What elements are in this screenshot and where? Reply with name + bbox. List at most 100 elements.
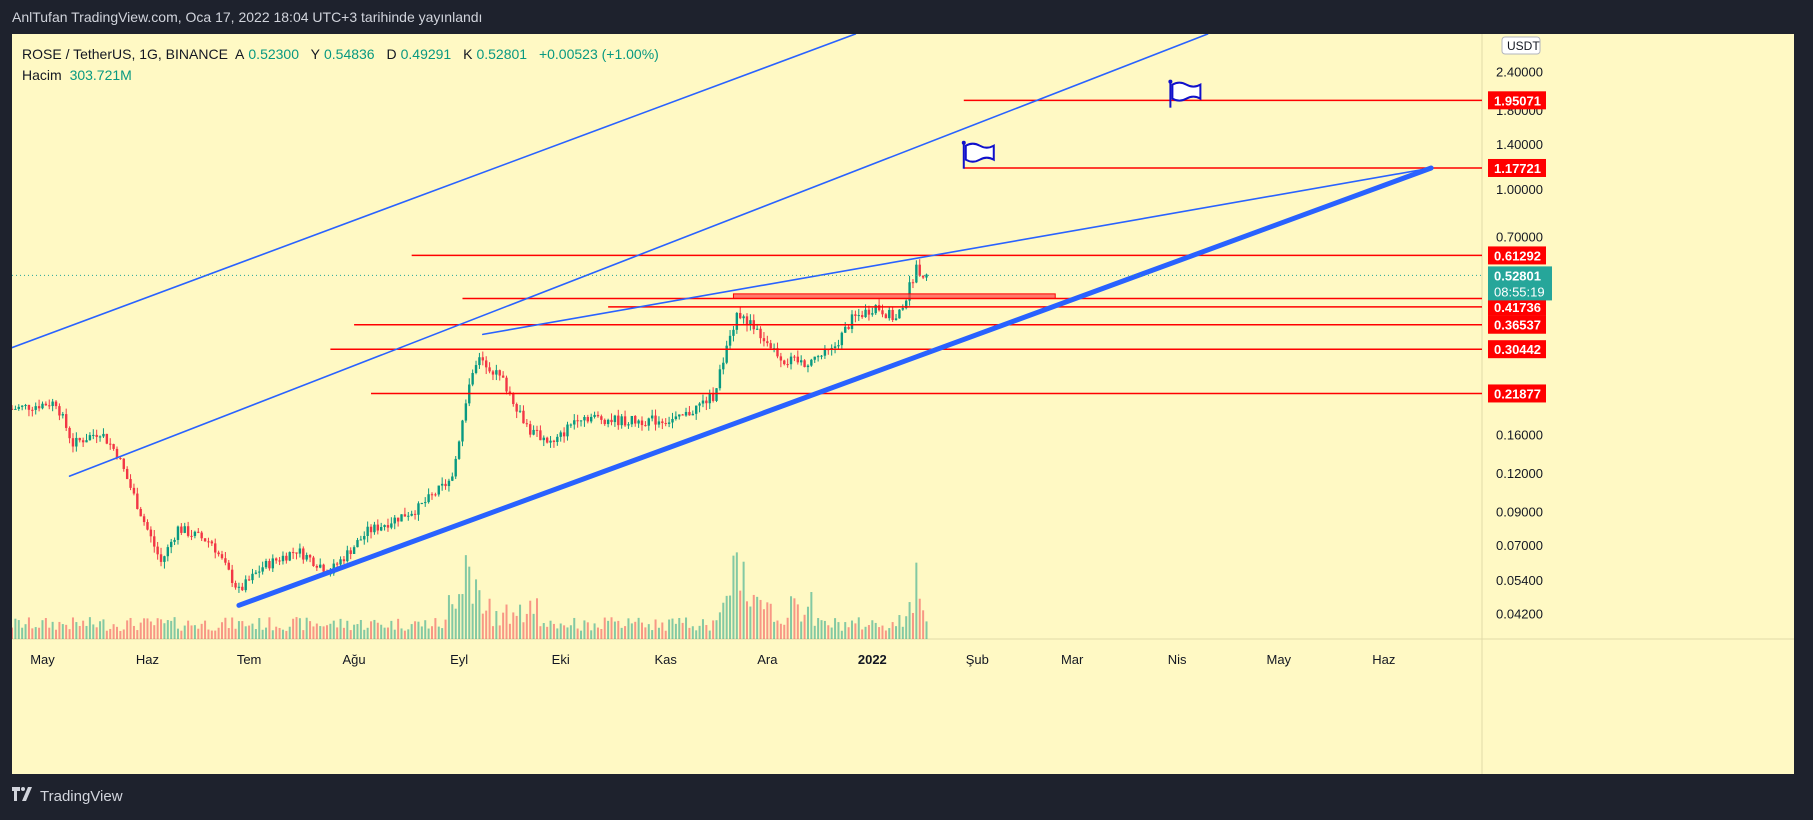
candle-body xyxy=(552,440,556,442)
candle-body xyxy=(888,309,891,319)
volume-bar xyxy=(24,624,27,639)
candle-body xyxy=(671,419,674,423)
candle-body xyxy=(359,539,363,541)
candle-body xyxy=(386,525,390,528)
chart-area[interactable]: 2.40000 1.80000 1.40000 1.00000 0.70000 0.160… xyxy=(12,34,1794,774)
time-tick-label: Kas xyxy=(655,652,678,667)
volume-bar xyxy=(796,604,799,639)
candle-body xyxy=(264,561,268,568)
volume-bar xyxy=(854,623,857,639)
volume-bar xyxy=(752,594,755,639)
volume-bar xyxy=(546,626,549,639)
volume-bar xyxy=(136,630,139,639)
volume-bar xyxy=(407,629,410,639)
volume-bar xyxy=(617,620,620,639)
volume-bar xyxy=(840,630,843,639)
candle-body xyxy=(335,563,339,565)
candle-body xyxy=(657,421,661,425)
candle-body xyxy=(742,316,745,319)
candle-body xyxy=(366,526,369,537)
trendline[interactable] xyxy=(12,34,857,349)
volume-bar xyxy=(126,620,129,639)
candle-body xyxy=(589,416,593,422)
volume-bar xyxy=(65,624,68,639)
candle-body xyxy=(576,420,579,422)
trendline[interactable] xyxy=(236,165,1434,608)
volume-bar xyxy=(644,627,647,639)
volume-bar xyxy=(309,621,312,639)
candle-body xyxy=(78,437,81,441)
volume-bar xyxy=(481,613,484,639)
time-tick-label: Şub xyxy=(966,652,989,667)
candle-body xyxy=(549,440,552,443)
footer-brand[interactable]: TradingView xyxy=(40,788,123,805)
price-chart[interactable]: 2.400001.800001.400001.000000.700000.160… xyxy=(12,34,1794,774)
candle-body xyxy=(739,312,742,319)
candle-body xyxy=(803,360,806,368)
candle-body xyxy=(728,335,732,346)
candle-body xyxy=(813,356,816,360)
candle-body xyxy=(498,370,501,376)
volume-bar xyxy=(12,627,13,639)
volume-bar xyxy=(485,610,488,639)
candle-body xyxy=(132,487,136,494)
volume-bar xyxy=(312,626,315,639)
volume-bar xyxy=(366,627,369,639)
candle-body xyxy=(484,360,488,368)
candle-body xyxy=(420,502,424,504)
candle-body xyxy=(457,441,461,459)
level-price-label: 0.30442 xyxy=(1494,342,1541,357)
flag-icon[interactable] xyxy=(961,140,995,169)
candle-body xyxy=(159,554,163,562)
time-tick-label: Eki xyxy=(552,652,570,667)
candle-body xyxy=(908,282,911,301)
volume-bar xyxy=(678,618,681,639)
candle-body xyxy=(214,543,217,553)
candle-body xyxy=(833,346,837,348)
candle-body xyxy=(305,555,308,560)
volume-bar xyxy=(583,620,586,639)
volume-bar xyxy=(871,620,874,639)
volume-bar xyxy=(783,624,786,639)
flag-icon[interactable] xyxy=(1168,79,1202,108)
volume-bar xyxy=(444,619,447,639)
volume-bar xyxy=(593,623,596,639)
candle-body xyxy=(691,413,695,416)
volume-bar xyxy=(237,621,240,639)
price-tick-label: 2.40000 xyxy=(1496,65,1543,80)
trendline[interactable] xyxy=(482,167,1432,336)
volume-bar xyxy=(552,623,555,639)
symbol-label[interactable]: ROSE / TetherUS, 1G, BINANCE xyxy=(22,46,228,62)
volume-bar xyxy=(681,622,684,639)
volume-bar xyxy=(512,612,515,639)
candle-body xyxy=(783,360,786,365)
level-price-badge xyxy=(1488,340,1546,359)
price-tick-label: 0.16000 xyxy=(1496,427,1543,442)
volume-bar xyxy=(515,615,518,639)
candle-body xyxy=(183,526,186,533)
volume-bar xyxy=(857,617,860,639)
candle-body xyxy=(874,305,877,314)
currency-box[interactable] xyxy=(1501,36,1541,55)
volume-bar xyxy=(241,621,244,639)
candle-body xyxy=(661,421,664,424)
candle-body xyxy=(17,406,20,409)
candle-body xyxy=(518,410,522,412)
volume-bar xyxy=(756,596,759,639)
volume-bar xyxy=(61,624,64,639)
candle-body xyxy=(881,310,884,315)
candle-body xyxy=(559,432,562,437)
volume-bar xyxy=(271,630,274,639)
candle-body xyxy=(762,338,766,342)
candle-body xyxy=(407,515,410,517)
candle-body xyxy=(64,414,68,428)
volume-bar xyxy=(244,626,247,639)
candle-body xyxy=(68,427,71,439)
volume-bar xyxy=(207,629,210,639)
candle-body xyxy=(207,541,210,543)
candle-body xyxy=(654,415,657,425)
candle-body xyxy=(230,569,234,583)
trendline[interactable] xyxy=(68,34,1209,477)
volume-bar xyxy=(376,622,379,639)
volume-bar xyxy=(464,555,467,639)
